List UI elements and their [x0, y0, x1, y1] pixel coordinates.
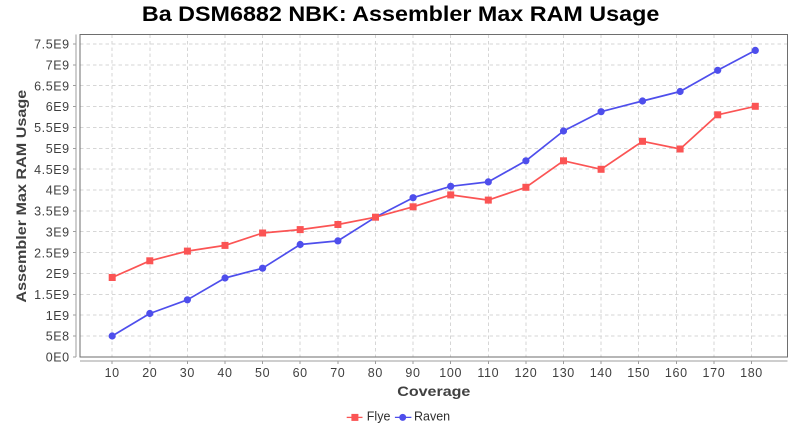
svg-text:Coverage: Coverage: [397, 383, 470, 399]
svg-text:6.5E9: 6.5E9: [34, 79, 69, 93]
svg-text:5.5E9: 5.5E9: [34, 121, 69, 135]
svg-text:6E9: 6E9: [46, 100, 70, 114]
svg-text:4E9: 4E9: [46, 184, 70, 198]
svg-text:30: 30: [180, 366, 195, 380]
svg-text:0E0: 0E0: [46, 351, 70, 365]
svg-text:Raven: Raven: [414, 410, 450, 424]
svg-text:70: 70: [330, 366, 345, 380]
svg-text:7.5E9: 7.5E9: [34, 38, 69, 52]
svg-text:100: 100: [439, 366, 462, 380]
svg-text:150: 150: [627, 366, 650, 380]
svg-text:90: 90: [405, 366, 420, 380]
svg-text:50: 50: [255, 366, 270, 380]
svg-text:Flye: Flye: [367, 410, 391, 424]
svg-text:110: 110: [477, 366, 499, 380]
svg-text:Ba DSM6882 NBK: Assembler Max: Ba DSM6882 NBK: Assembler Max RAM Usage: [142, 3, 659, 26]
svg-text:180: 180: [740, 366, 763, 380]
svg-text:4.5E9: 4.5E9: [34, 163, 69, 177]
svg-text:160: 160: [665, 366, 688, 380]
svg-text:1E9: 1E9: [46, 309, 70, 323]
svg-text:2.5E9: 2.5E9: [34, 246, 69, 260]
svg-text:120: 120: [514, 366, 537, 380]
svg-text:80: 80: [368, 366, 383, 380]
svg-text:10: 10: [105, 366, 120, 380]
svg-text:40: 40: [217, 366, 232, 380]
svg-text:5E9: 5E9: [46, 142, 70, 156]
svg-text:3E9: 3E9: [46, 225, 70, 239]
svg-text:130: 130: [552, 366, 575, 380]
svg-text:2E9: 2E9: [46, 267, 70, 281]
svg-text:20: 20: [142, 366, 157, 380]
svg-text:140: 140: [590, 366, 613, 380]
svg-text:170: 170: [702, 366, 725, 380]
svg-text:7E9: 7E9: [46, 59, 70, 73]
svg-text:3.5E9: 3.5E9: [34, 205, 69, 219]
svg-text:60: 60: [293, 366, 308, 380]
svg-text:Assembler Max RAM Usage: Assembler Max RAM Usage: [13, 90, 29, 303]
svg-text:5E8: 5E8: [46, 330, 70, 344]
svg-text:1.5E9: 1.5E9: [34, 288, 69, 302]
